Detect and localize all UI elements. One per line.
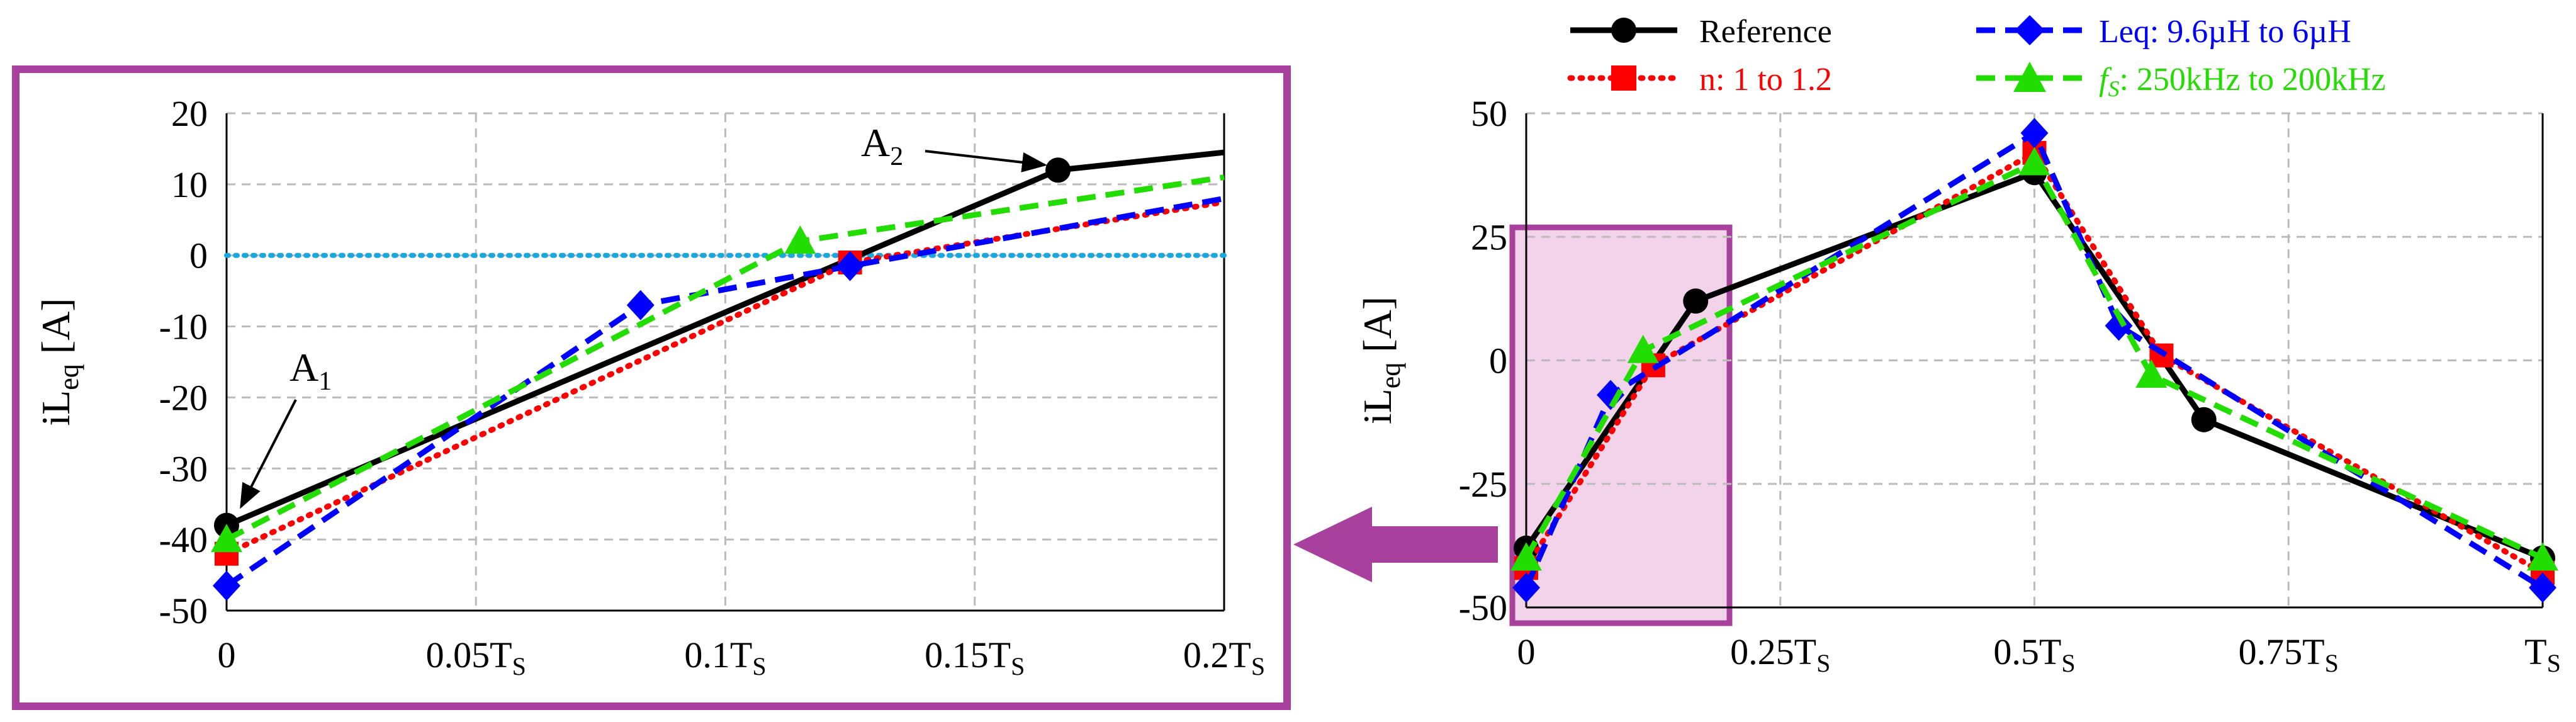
marker-leq	[836, 251, 864, 281]
marker-fs	[1510, 542, 1542, 571]
legend-label-n: n: 1 to 1.2	[1699, 62, 1832, 98]
legend-marker-circle	[1611, 18, 1636, 43]
legend-marker-square	[1611, 65, 1636, 91]
x-tick-label: 0	[218, 635, 236, 675]
series-reference	[214, 149, 1225, 538]
y-tick-label: -40	[159, 519, 208, 560]
y-tick-label: 50	[1471, 93, 1507, 134]
marker-reference	[2191, 407, 2217, 432]
zoom-arrow	[1293, 507, 1498, 582]
annotation-a2: A2	[861, 120, 903, 171]
legend-item-leq: Leq: 9.6µH to 6µH	[1976, 14, 2351, 50]
x-tick-label: 0.5TS	[1993, 631, 2075, 677]
x-tick-label: 0.2TS	[1183, 635, 1265, 680]
marker-leq	[2529, 572, 2556, 603]
annotation-a2-arrow	[925, 150, 1047, 172]
x-tick-label: TS	[2524, 631, 2561, 677]
marker-fs	[2527, 542, 2558, 571]
legend: Reference n: 1 to 1.2 Leq: 9.6µH to 6µH …	[1567, 14, 2386, 101]
marker-leq	[2020, 118, 2049, 149]
series-leq	[1512, 118, 2556, 603]
series-line-leq	[225, 196, 1225, 589]
legend-item-fs: fS: 250kHz to 200kHz	[1976, 62, 2386, 101]
marker-leq	[213, 570, 240, 601]
x-tick-label: 0.1TS	[684, 635, 766, 680]
marker-fs	[2018, 147, 2050, 176]
y-tick-label: -50	[1459, 587, 1507, 628]
marker-fs	[211, 524, 242, 553]
legend-marker-diamond	[2015, 15, 2045, 45]
y-tick-label: 25	[1471, 217, 1507, 257]
annotation-a1: A1	[290, 345, 332, 396]
marker-fs	[2135, 359, 2168, 388]
y-tick-label: -20	[159, 377, 208, 418]
series-fs	[1510, 147, 2558, 571]
x-tick-label: 0.15TS	[925, 635, 1025, 680]
marker-reference	[1045, 157, 1071, 183]
annotation-a1-arrow	[240, 399, 297, 509]
x-tick-label: 0	[1517, 631, 1536, 672]
marker-leq	[1512, 572, 1540, 603]
y-tick-label: -25	[1459, 464, 1507, 505]
marker-leq	[1597, 380, 1625, 410]
zoom-region-highlight	[1509, 224, 1733, 626]
y-tick-label: -50	[159, 590, 208, 631]
marker-fs	[784, 225, 816, 254]
y-tick-label: -30	[159, 448, 208, 489]
marker-reference	[1683, 288, 1709, 314]
marker-leq	[2105, 310, 2133, 341]
series-leq	[213, 196, 1225, 601]
x-tick-label: 0.05TS	[426, 635, 526, 680]
legend-item-reference: Reference	[1570, 14, 1832, 50]
legend-item-n: n: 1 to 1.2	[1567, 62, 1832, 98]
y-tick-label: 0	[1489, 341, 1507, 381]
x-tick-label: 0.75TS	[2239, 631, 2339, 677]
legend-label-reference: Reference	[1699, 14, 1832, 50]
legend-label-leq: Leq: 9.6µH to 6µH	[2099, 14, 2351, 50]
left-panel-frame	[12, 65, 1291, 710]
y-tick-label: 0	[189, 235, 208, 276]
legend-label-fs: fS: 250kHz to 200kHz	[2099, 62, 2386, 101]
x-tick-label: 0.25TS	[1730, 631, 1830, 677]
y-tick-label: -10	[159, 307, 208, 347]
series-fs	[211, 174, 1225, 553]
gridlines	[227, 112, 1224, 611]
y-tick-label: 20	[171, 93, 208, 134]
marker-fs	[1627, 334, 1659, 363]
y-axis-label: iLeq [A]	[33, 298, 84, 426]
legend-marker-triangle	[2013, 62, 2046, 92]
marker-leq	[626, 290, 655, 320]
y-tick-label: 10	[171, 164, 208, 205]
y-axis-label: iLeq [A]	[1355, 296, 1406, 424]
